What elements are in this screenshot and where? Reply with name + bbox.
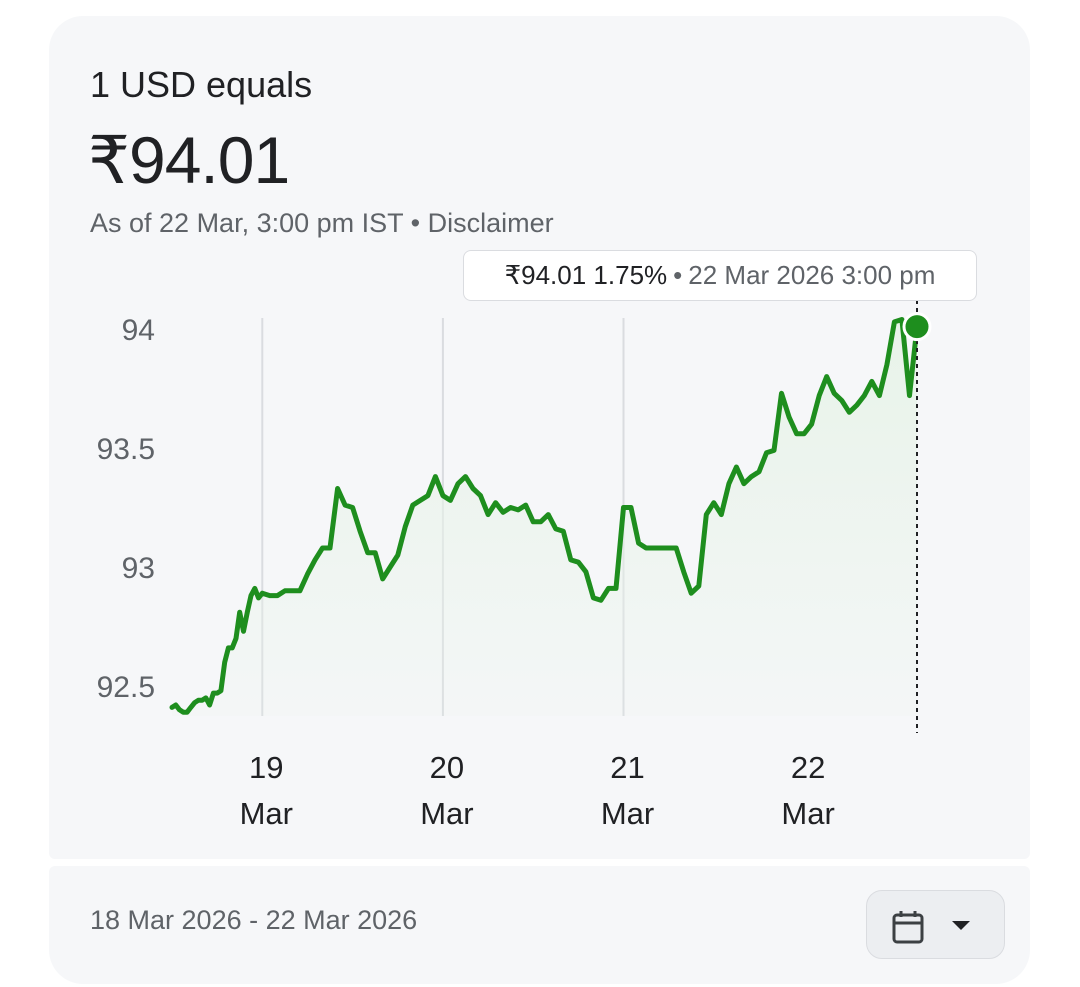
x-tick-month: Mar: [420, 796, 473, 831]
chart-tooltip: ₹94.01 1.75% • 22 Mar 2026 3:00 pm: [463, 250, 977, 301]
x-tick-month: Mar: [240, 796, 293, 831]
as-of-text: As of 22 Mar, 3:00 pm IST • Disclaimer: [90, 208, 554, 239]
y-tick-label: 94: [122, 314, 155, 347]
y-tick-label: 93.5: [97, 433, 155, 466]
highlight-point[interactable]: [902, 312, 932, 342]
y-tick-label: 92.5: [97, 671, 155, 704]
calendar-dropdown-button[interactable]: [866, 890, 1005, 959]
series-line[interactable]: [169, 317, 920, 715]
separator-dot: •: [410, 208, 421, 238]
tooltip-change: 1.75%: [593, 260, 668, 290]
y-tick-label: 93: [122, 552, 155, 585]
conversion-heading: 1 USD equals: [90, 64, 313, 105]
as-of-timestamp: As of 22 Mar, 3:00 pm IST: [90, 208, 404, 238]
tooltip-separator: •: [673, 260, 683, 290]
tooltip-datetime: 22 Mar 2026 3:00 pm: [688, 260, 936, 290]
tooltip-price: ₹94.01: [504, 260, 587, 290]
calendar-icon: [892, 911, 924, 944]
current-price: ₹94.01: [88, 123, 290, 197]
x-tick-month: Mar: [601, 796, 654, 831]
date-range-text: 18 Mar 2026 - 22 Mar 2026: [90, 905, 418, 935]
disclaimer-link[interactable]: Disclaimer: [427, 208, 554, 238]
x-tick-day: 22: [791, 750, 825, 785]
x-tick-day: 19: [249, 750, 283, 785]
x-tick-month: Mar: [781, 796, 834, 831]
x-tick-day: 20: [430, 750, 464, 785]
caret-down-icon: [952, 921, 970, 930]
x-tick-day: 21: [610, 750, 644, 785]
series-area: [172, 319, 917, 716]
